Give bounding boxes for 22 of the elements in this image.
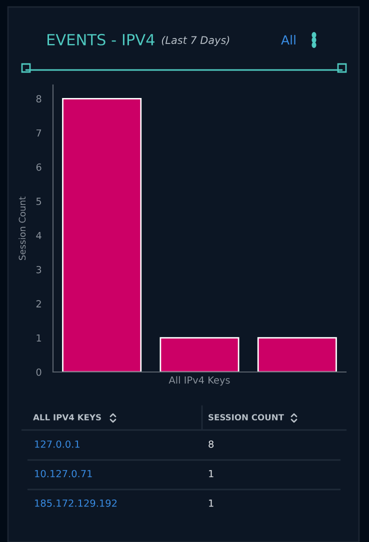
y-tick-label: 2 bbox=[36, 300, 41, 308]
text: 127.0.0.1 bbox=[35, 440, 80, 448]
chart-title: EVENTS - IPV4 bbox=[48, 34, 154, 46]
y-tick-label: 7 bbox=[36, 129, 42, 137]
y-tick-label: 1 bbox=[36, 334, 41, 342]
y-tick-label: 3 bbox=[36, 266, 42, 274]
y-tick-label: 8 bbox=[36, 95, 42, 102]
text: ALL IPV4 KEYS bbox=[33, 414, 101, 420]
x-axis-title: All IPv4 Keys bbox=[168, 376, 230, 386]
text: All bbox=[281, 34, 296, 44]
text: 8 bbox=[208, 440, 214, 448]
text: 1 bbox=[209, 500, 214, 507]
y-tick-label: 4 bbox=[36, 232, 42, 240]
y-tick-label: 6 bbox=[36, 163, 42, 171]
text: SESSION COUNT bbox=[208, 414, 284, 420]
y-tick-label: 5 bbox=[36, 198, 42, 205]
text: 185.172.129.192 bbox=[35, 499, 117, 507]
y-axis-title: Session Count bbox=[18, 196, 26, 260]
chart-subtitle: (Last 7 Days) bbox=[162, 36, 230, 46]
y-tick-label: 0 bbox=[36, 368, 42, 376]
text: 10.127.0.71 bbox=[35, 470, 92, 478]
text: 1 bbox=[209, 470, 214, 478]
